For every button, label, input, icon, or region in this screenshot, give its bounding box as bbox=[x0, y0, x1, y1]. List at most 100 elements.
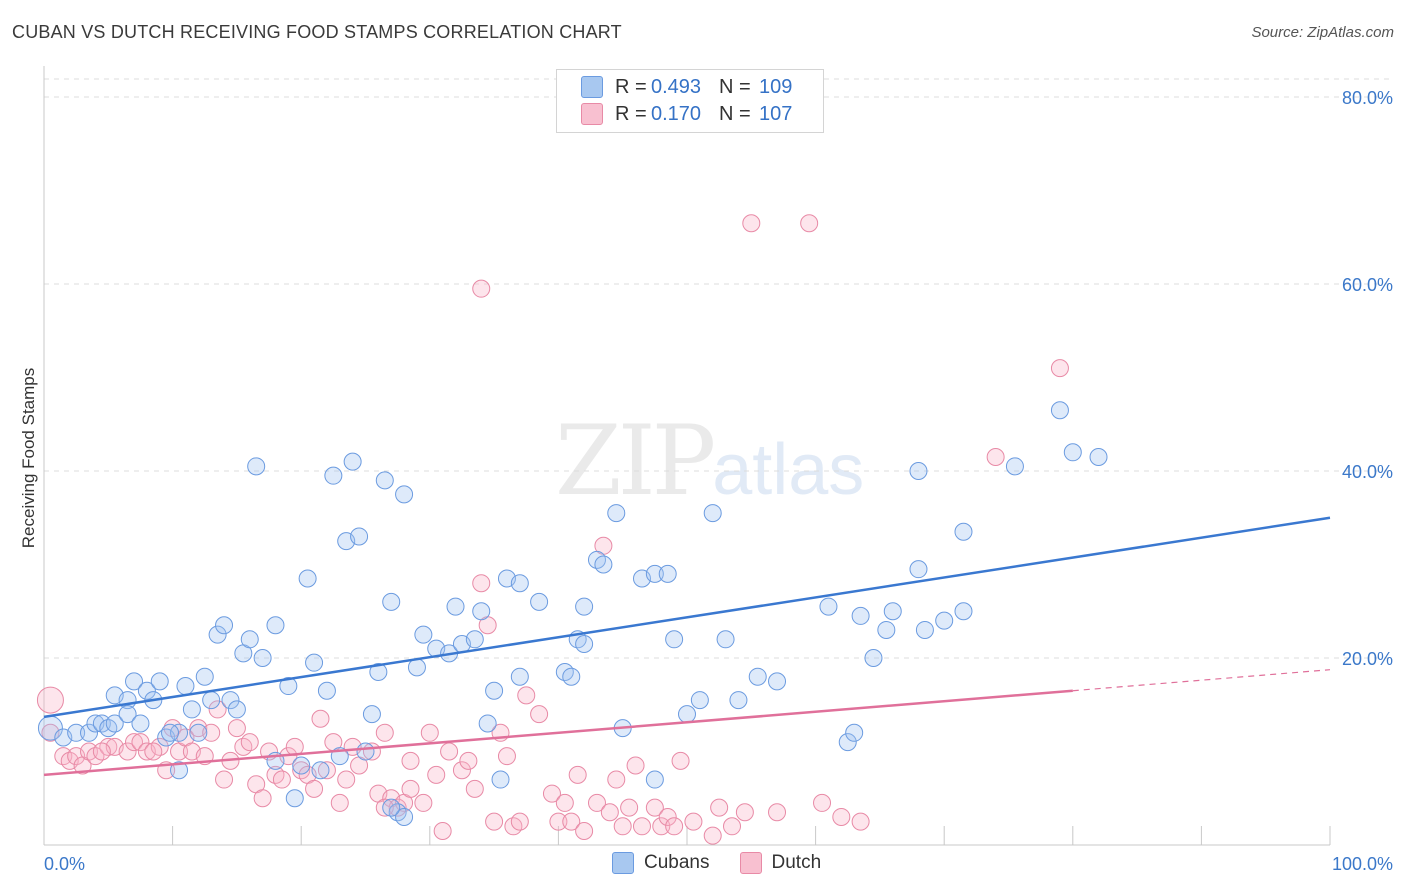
cuban-point bbox=[1050, 401, 1069, 420]
dutch-point bbox=[86, 747, 105, 766]
legend-r-label: R = bbox=[615, 75, 647, 98]
cuban-point bbox=[555, 663, 574, 682]
dutch-point bbox=[375, 723, 394, 742]
dutch-point bbox=[813, 793, 832, 812]
cuban-point bbox=[350, 527, 369, 546]
dutch-point bbox=[440, 742, 459, 761]
correlation-legend: R = 0.493 N = 109 R = 0.170 N = 107 bbox=[556, 69, 824, 133]
cuban-point bbox=[195, 667, 214, 686]
dutch-point bbox=[125, 733, 144, 752]
series-label-cubans: Cubans bbox=[644, 852, 710, 873]
cuban-point bbox=[562, 667, 581, 686]
cuban-point bbox=[478, 714, 497, 733]
dutch-point bbox=[671, 751, 690, 770]
cuban-point bbox=[279, 677, 298, 696]
y-axis-title: Receiving Food Stamps bbox=[19, 368, 38, 548]
dutch-point bbox=[710, 798, 729, 817]
legend-row-cubans: R = 0.493 N = 109 bbox=[581, 75, 792, 99]
cuban-point bbox=[208, 625, 227, 644]
cuban-point bbox=[658, 564, 677, 583]
dutch-point bbox=[272, 770, 291, 789]
series-swatch-dutch bbox=[739, 852, 762, 874]
dutch-point bbox=[832, 807, 851, 826]
dutch-point bbox=[587, 793, 606, 812]
cuban-point bbox=[131, 714, 150, 733]
cuban-point bbox=[305, 653, 324, 672]
dutch-point bbox=[542, 784, 561, 803]
cuban-point bbox=[594, 555, 613, 574]
cuban-point bbox=[1063, 443, 1082, 462]
dutch-point bbox=[562, 812, 581, 831]
cuban-point bbox=[285, 789, 304, 808]
cuban-point bbox=[748, 667, 767, 686]
dutch-point bbox=[317, 761, 336, 780]
dutch-point bbox=[305, 779, 324, 798]
cuban-point bbox=[472, 602, 491, 621]
cuban-point bbox=[292, 756, 311, 775]
cuban-point bbox=[819, 597, 838, 616]
x-tick-label: 0.0% bbox=[44, 854, 85, 874]
cuban-point bbox=[324, 466, 343, 485]
cuban-point bbox=[587, 550, 606, 569]
dutch-point bbox=[555, 793, 574, 812]
dutch-point bbox=[427, 765, 446, 784]
dutch-point bbox=[240, 733, 259, 752]
cuban-point bbox=[395, 485, 414, 504]
dutch-point bbox=[1050, 359, 1069, 378]
dutch-point bbox=[800, 214, 819, 233]
dutch-point bbox=[504, 817, 523, 836]
dutch-point bbox=[607, 770, 626, 789]
cuban-point bbox=[491, 770, 510, 789]
cuban-point bbox=[954, 522, 973, 541]
cuban-points bbox=[37, 401, 1108, 826]
cuban-point bbox=[768, 672, 787, 691]
legend-n-value: 107 bbox=[759, 102, 793, 125]
dutch-point bbox=[420, 723, 439, 742]
cuban-point bbox=[118, 705, 137, 724]
dutch-point bbox=[292, 761, 311, 780]
dutch-point bbox=[575, 821, 594, 840]
cuban-point bbox=[485, 681, 504, 700]
cuban-point bbox=[137, 681, 156, 700]
cuban-point bbox=[266, 616, 285, 635]
dutch-point bbox=[742, 214, 761, 233]
dutch-trend-extension bbox=[1072, 669, 1331, 692]
y-tick-label: 80.0% bbox=[1342, 88, 1393, 108]
cuban-point bbox=[221, 691, 240, 710]
dutch-point bbox=[626, 756, 645, 775]
dutch-point bbox=[723, 817, 742, 836]
cuban-point bbox=[395, 807, 414, 826]
tick-labels: 20.0% 40.0% 60.0% 80.0% 0.0% 100.0% bbox=[44, 88, 1393, 874]
cuban-point bbox=[909, 560, 928, 579]
cuban-point bbox=[575, 597, 594, 616]
dutch-point bbox=[330, 793, 349, 812]
cuban-point bbox=[845, 723, 864, 742]
cuban-point bbox=[298, 569, 317, 588]
dutch-point bbox=[215, 770, 234, 789]
dutch-point bbox=[92, 742, 111, 761]
cuban-point bbox=[1005, 457, 1024, 476]
cuban-point bbox=[240, 630, 259, 649]
dutch-point bbox=[266, 765, 285, 784]
cuban-point bbox=[189, 723, 208, 742]
cuban-point bbox=[909, 462, 928, 480]
cuban-point bbox=[382, 798, 401, 817]
dutch-point bbox=[54, 747, 73, 766]
dutch-point bbox=[600, 803, 619, 822]
cuban-point bbox=[311, 761, 330, 780]
cuban-point bbox=[575, 634, 594, 653]
dutch-point bbox=[684, 812, 703, 831]
dutch-point bbox=[530, 705, 549, 724]
dutch-point bbox=[253, 789, 272, 808]
dutch-point bbox=[645, 798, 664, 817]
cuban-point bbox=[607, 504, 626, 523]
dutch-point bbox=[703, 826, 722, 845]
cuban-point bbox=[388, 803, 407, 822]
cuban-point bbox=[877, 620, 896, 639]
x-tick-label: 100.0% bbox=[1332, 854, 1393, 874]
cuban-point bbox=[92, 714, 111, 733]
dutch-point bbox=[497, 747, 516, 766]
watermark: ZIPatlas bbox=[555, 405, 864, 517]
dutch-point bbox=[150, 737, 169, 756]
dutch-point bbox=[118, 742, 137, 761]
